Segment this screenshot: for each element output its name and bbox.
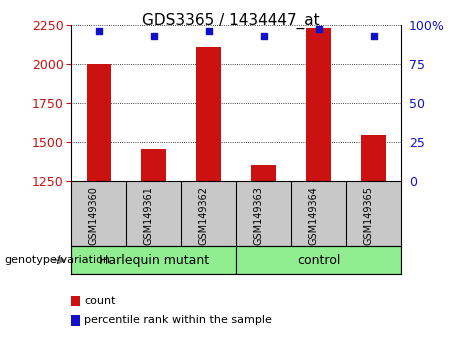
Text: GSM149364: GSM149364 <box>309 186 319 245</box>
Bar <box>71 246 236 274</box>
Text: Harlequin mutant: Harlequin mutant <box>99 254 209 267</box>
Text: percentile rank within the sample: percentile rank within the sample <box>84 315 272 325</box>
Bar <box>196 47 221 181</box>
Point <box>205 28 213 34</box>
Text: count: count <box>84 296 116 306</box>
Text: GSM149362: GSM149362 <box>199 186 209 245</box>
Bar <box>361 135 386 181</box>
Bar <box>251 165 276 181</box>
Bar <box>306 28 331 181</box>
Point <box>370 33 377 39</box>
Bar <box>87 64 111 181</box>
Text: GSM149360: GSM149360 <box>89 186 99 245</box>
Text: GSM149363: GSM149363 <box>254 186 264 245</box>
Point <box>260 33 267 39</box>
Point <box>315 27 322 32</box>
Point <box>150 33 158 39</box>
Text: GDS3365 / 1434447_at: GDS3365 / 1434447_at <box>142 12 319 29</box>
Text: genotype/variation: genotype/variation <box>5 255 111 265</box>
Text: GSM149361: GSM149361 <box>144 186 154 245</box>
Text: GSM149365: GSM149365 <box>364 186 373 245</box>
Point <box>95 28 103 34</box>
Text: control: control <box>297 254 340 267</box>
Bar <box>236 246 401 274</box>
Bar <box>142 149 166 181</box>
